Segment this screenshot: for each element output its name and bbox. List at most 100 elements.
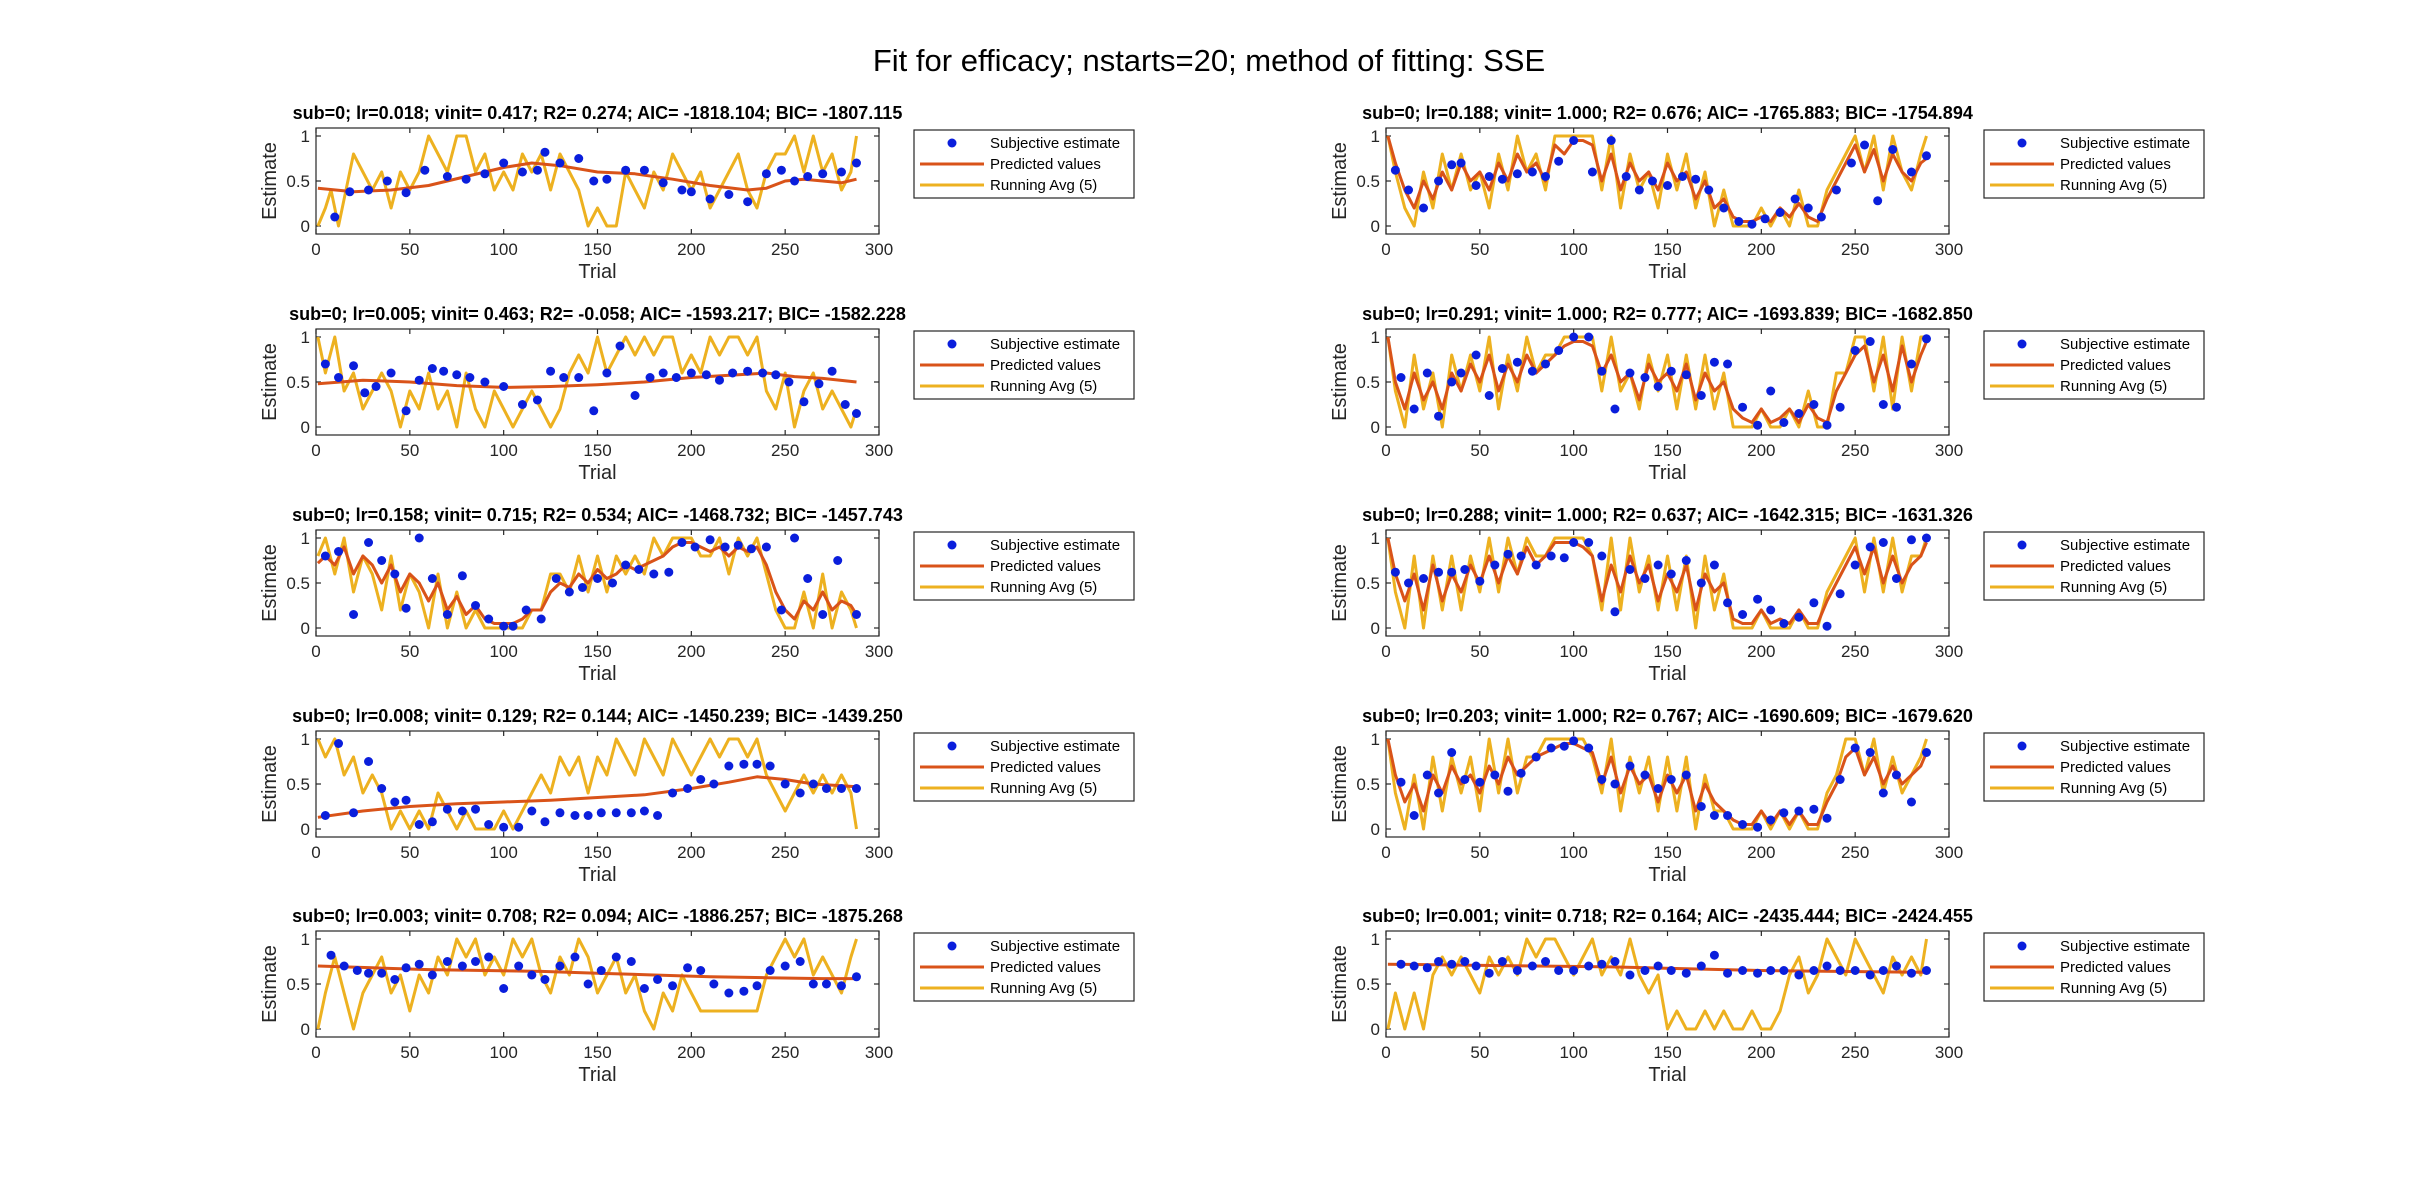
x-tick-label: 50: [400, 441, 419, 460]
subplot-9: sub=0; lr=0.003; vinit= 0.708; R2= 0.094…: [259, 906, 1134, 1086]
subjective-point: [734, 541, 743, 550]
subjective-point: [1541, 957, 1550, 966]
subjective-point: [1410, 405, 1419, 414]
legend-label-predicted: Predicted values: [990, 558, 1101, 575]
y-tick-label: 1: [301, 529, 310, 548]
subjective-point: [1663, 181, 1672, 190]
subjective-point: [1766, 816, 1775, 825]
subjective-point: [653, 811, 662, 820]
subjective-point: [1682, 556, 1691, 565]
subjective-point: [1584, 962, 1593, 971]
legend-label-running: Running Avg (5): [990, 177, 1097, 194]
x-tick-label: 300: [865, 441, 893, 460]
subjective-point: [390, 975, 399, 984]
subjective-point: [364, 538, 373, 547]
subjective-point: [1447, 378, 1456, 387]
subjective-point: [334, 547, 343, 556]
subjective-point: [1723, 969, 1732, 978]
subjective-point: [1823, 622, 1832, 631]
y-axis-label: Estimate: [1329, 142, 1351, 220]
x-tick-label: 200: [677, 843, 705, 862]
subjective-point: [1836, 403, 1845, 412]
subplot-title: sub=0; lr=0.018; vinit= 0.417; R2= 0.274…: [293, 103, 903, 123]
legend-label-running: Running Avg (5): [2060, 780, 2167, 797]
legend: Subjective estimate Predicted values Runni…: [1984, 933, 2204, 1001]
x-axis-label: Trial: [578, 663, 616, 685]
subjective-point: [1610, 780, 1619, 789]
subjective-point: [1460, 775, 1469, 784]
y-tick-label: 0.5: [286, 373, 310, 392]
subjective-point: [1472, 181, 1481, 190]
y-tick-label: 1: [301, 930, 310, 949]
subjective-point: [518, 400, 527, 409]
x-tick-label: 300: [1935, 240, 1963, 259]
subplot-title: sub=0; lr=0.005; vinit= 0.463; R2= -0.05…: [289, 304, 906, 324]
legend-label-subjective: Subjective estimate: [2060, 938, 2190, 955]
y-tick-label: 1: [1371, 127, 1380, 146]
legend-label-running: Running Avg (5): [990, 579, 1097, 596]
legend: Subjective estimate Predicted values Runni…: [914, 532, 1134, 600]
subjective-point: [1640, 966, 1649, 975]
subjective-point: [640, 984, 649, 993]
subjective-point: [1697, 962, 1706, 971]
subjective-point: [1860, 141, 1869, 150]
x-tick-label: 150: [583, 441, 611, 460]
x-tick-label: 200: [677, 1043, 705, 1062]
subjective-point: [1397, 960, 1406, 969]
y-tick-label: 0.5: [1356, 574, 1380, 593]
subjective-point: [1391, 166, 1400, 175]
subjective-point: [1879, 789, 1888, 798]
subjective-point: [818, 169, 827, 178]
subjective-point: [1541, 360, 1550, 369]
subjective-point: [1667, 966, 1676, 975]
subjective-point: [631, 391, 640, 400]
subjective-point: [443, 610, 452, 619]
subjective-point: [1753, 595, 1762, 604]
subjective-point: [659, 369, 668, 378]
subjective-point: [555, 808, 564, 817]
subjective-point: [1569, 966, 1578, 975]
subjective-point: [443, 172, 452, 181]
subjective-point: [1554, 966, 1563, 975]
subjective-point: [1460, 565, 1469, 574]
subjective-point: [540, 817, 549, 826]
x-tick-label: 0: [1381, 240, 1390, 259]
y-tick-label: 0: [1371, 820, 1380, 839]
legend-label-predicted: Predicted values: [2060, 156, 2171, 173]
subjective-point: [321, 360, 330, 369]
subjective-point: [1847, 159, 1856, 168]
subjective-point: [728, 369, 737, 378]
subjective-point: [1654, 962, 1663, 971]
subjective-point: [484, 953, 493, 962]
subjective-point: [480, 378, 489, 387]
subjective-point: [1794, 971, 1803, 980]
subjective-point: [1836, 966, 1845, 975]
legend-label-predicted: Predicted values: [2060, 357, 2171, 374]
x-tick-label: 250: [1841, 642, 1869, 661]
subjective-point: [1667, 570, 1676, 579]
subjective-point: [578, 583, 587, 592]
y-tick-label: 0: [301, 1020, 310, 1039]
subjective-point: [1654, 382, 1663, 391]
x-tick-label: 50: [1470, 240, 1489, 259]
subjective-point: [683, 784, 692, 793]
subjective-point: [743, 197, 752, 206]
subjective-point: [668, 981, 677, 990]
subjective-point: [1766, 966, 1775, 975]
subjective-point: [818, 610, 827, 619]
subjective-point: [1622, 172, 1631, 181]
subjective-point: [640, 807, 649, 816]
subjective-point: [653, 975, 662, 984]
subjective-point: [1423, 369, 1432, 378]
legend-label-subjective: Subjective estimate: [2060, 135, 2190, 152]
x-tick-label: 300: [1935, 1043, 1963, 1062]
subjective-point: [1866, 337, 1875, 346]
subjective-point: [1485, 969, 1494, 978]
subjective-point: [724, 762, 733, 771]
y-tick-label: 0: [301, 619, 310, 638]
subjective-point: [796, 957, 805, 966]
x-tick-label: 50: [400, 1043, 419, 1062]
y-axis-label: Estimate: [259, 945, 281, 1023]
x-tick-label: 250: [1841, 843, 1869, 862]
subjective-point: [1610, 405, 1619, 414]
